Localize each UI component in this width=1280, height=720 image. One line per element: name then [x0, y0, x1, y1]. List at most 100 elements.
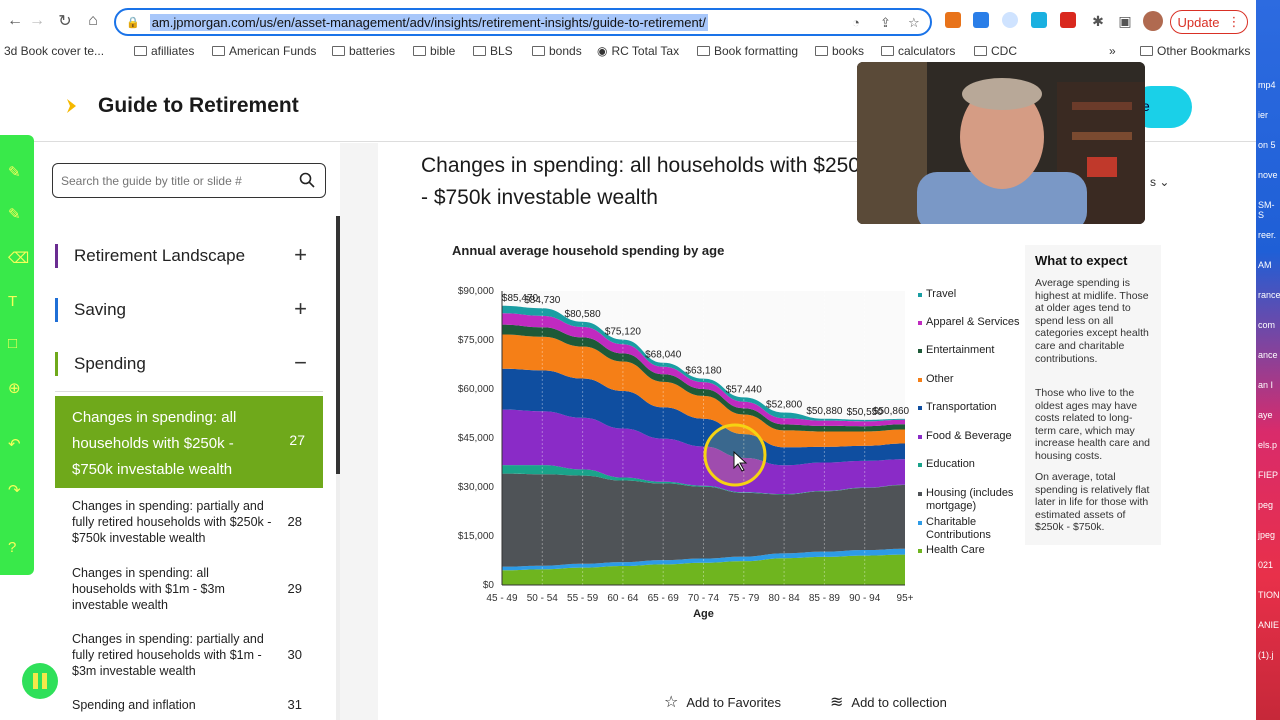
strip-text: SM-S [1258, 200, 1275, 220]
sidebar-item[interactable]: Spending and inflation 31 [72, 697, 322, 713]
sidebar-item[interactable]: Changes in spending: partially and fully… [72, 498, 322, 546]
strip-text: ance [1258, 350, 1278, 360]
area-series-charitable-contributions [502, 548, 905, 571]
bookmark-item[interactable]: BLS [473, 44, 513, 58]
avatar[interactable] [1143, 11, 1163, 31]
extension-icon[interactable] [973, 12, 989, 28]
bookmark-item[interactable]: CDC [974, 44, 1017, 58]
text-tool-icon[interactable]: T [8, 293, 18, 310]
address-bar[interactable]: 🔒 am.jpmorgan.com/us/en/asset-management… [114, 8, 932, 36]
total-data-label: $85,470 [502, 293, 539, 304]
sidebar-item-label: Changes in spending: all households with… [72, 409, 237, 478]
add-to-favorites-button[interactable]: ☆ Add to Favorites [664, 694, 781, 711]
pdf-extension-icon[interactable] [1060, 12, 1076, 28]
expand-icon[interactable]: + [294, 242, 307, 267]
home-icon[interactable]: ⌂ [88, 12, 98, 29]
legend-item: Transportation [918, 401, 1028, 414]
rectangle-icon[interactable]: □ [8, 335, 18, 352]
strip-text: rance [1258, 290, 1280, 300]
bookmark-item[interactable]: ◉ RC Total Tax [597, 44, 680, 58]
x-tick-label: 85 - 89 [809, 593, 841, 604]
bookmark-item[interactable]: bonds [532, 44, 582, 58]
extension-icon[interactable] [1002, 12, 1018, 28]
bookmarks-overflow-button[interactable]: » [1109, 44, 1116, 58]
more-dropdown[interactable]: s ⌄ [1150, 175, 1170, 189]
x-tick-label: 45 - 49 [486, 593, 518, 604]
update-button[interactable]: Update ⋮ [1170, 10, 1248, 34]
legend-label: Charitable Contributions [926, 516, 991, 541]
sidebar-scroll-thumb[interactable] [336, 216, 340, 474]
share-icon[interactable]: ⇪ [880, 15, 891, 30]
legend-item: Other [918, 373, 1028, 386]
x-tick-label: 90 - 94 [849, 593, 881, 604]
puzzle-icon[interactable]: ✱ [1092, 12, 1104, 29]
collapse-icon[interactable]: − [294, 350, 307, 375]
bookmark-item[interactable]: books [815, 44, 864, 58]
forward-icon[interactable]: → [29, 12, 45, 29]
folder-icon [473, 46, 486, 56]
layers-plus-icon: ≋ [830, 694, 844, 711]
expand-icon[interactable]: + [294, 296, 307, 321]
zoom-icon[interactable]: ⊕ [8, 380, 21, 397]
legend-label: Housing (includes mortgage) [926, 487, 1014, 512]
bookmark-item[interactable]: 3d Book cover te... [4, 44, 104, 58]
page-title: Guide to Retirement [98, 94, 299, 117]
content-gutter [340, 143, 378, 720]
bookmark-item[interactable]: batteries [332, 44, 395, 58]
bookmark-item[interactable]: calculators [881, 44, 955, 58]
url-text[interactable]: am.jpmorgan.com/us/en/asset-management/a… [149, 13, 708, 31]
area-series-education [502, 465, 905, 495]
sidebar-item-label: Changes in spending: partially and fully… [72, 632, 264, 678]
bookmark-item[interactable]: American Funds [212, 44, 316, 58]
total-data-label: $57,440 [726, 384, 763, 395]
total-data-label: $63,180 [685, 366, 722, 377]
sidebar-section-retirement-landscape[interactable]: Retirement Landscape + [55, 238, 323, 274]
undo-icon[interactable]: ↶ [8, 436, 21, 453]
add-to-collection-button[interactable]: ≋ Add to collection [830, 694, 947, 711]
sidepanel-icon[interactable]: ▣ [1118, 12, 1132, 29]
total-data-label: $80,580 [565, 309, 602, 320]
legend-item: Health Care [918, 544, 1028, 557]
sidebar-item[interactable]: Changes in spending: partially and fully… [72, 631, 322, 679]
legend-label: Transportation [926, 401, 997, 413]
search-input[interactable] [61, 171, 291, 191]
annotation-toolbar: ✎ ✎ ⌫ T □ ⊕ ↶ ↷ ? [0, 135, 34, 575]
strip-text: on 5 [1258, 140, 1276, 150]
section-color-bar [55, 298, 58, 322]
marker-icon[interactable]: ✎ [8, 206, 21, 223]
sidebar-item-label: Changes in spending: all households with… [72, 566, 225, 612]
pause-recording-button[interactable] [22, 663, 58, 699]
other-bookmarks[interactable]: Other Bookmarks [1140, 44, 1250, 58]
bookmark-star-icon[interactable]: ☆ [908, 15, 920, 30]
sidebar-section-spending[interactable]: Spending − [55, 346, 323, 392]
panel-paragraph: Those who live to the oldest ages may ha… [1035, 387, 1150, 462]
total-data-label: $52,800 [766, 400, 803, 411]
strip-text: aye [1258, 410, 1273, 420]
strip-text: reer. [1258, 230, 1277, 240]
bookmark-item[interactable]: afilliates [134, 44, 194, 58]
sidebar-item[interactable]: Changes in spending: all households with… [72, 565, 322, 613]
search-icon[interactable] [299, 172, 315, 188]
eraser-icon[interactable]: ⌫ [8, 250, 30, 267]
performance-icon[interactable]: ◔ [852, 15, 860, 30]
legend-item: Travel [918, 288, 1028, 301]
back-icon[interactable]: ← [7, 12, 23, 29]
reload-icon[interactable]: ↻ [58, 13, 72, 30]
section-label: Spending [74, 354, 146, 373]
legend-label: Education [926, 458, 975, 470]
sidebar-section-saving[interactable]: Saving + [55, 292, 323, 328]
sidebar-item-active[interactable]: Changes in spending: all households with… [55, 396, 323, 488]
legend-label: Health Care [926, 544, 985, 556]
panel-heading: What to expect [1035, 253, 1128, 268]
slide-number: 30 [287, 647, 302, 662]
pen-icon[interactable]: ✎ [8, 164, 21, 181]
bookmark-item[interactable]: bible [413, 44, 455, 58]
extension-icon[interactable] [945, 12, 961, 28]
extension-icon[interactable] [1031, 12, 1047, 28]
redo-icon[interactable]: ↷ [8, 482, 21, 499]
help-icon[interactable]: ? [8, 539, 17, 556]
legend-swatch [918, 378, 922, 382]
folder-icon [332, 46, 345, 56]
bookmark-item[interactable]: Book formatting [697, 44, 798, 58]
area-series-transportation [502, 368, 905, 466]
